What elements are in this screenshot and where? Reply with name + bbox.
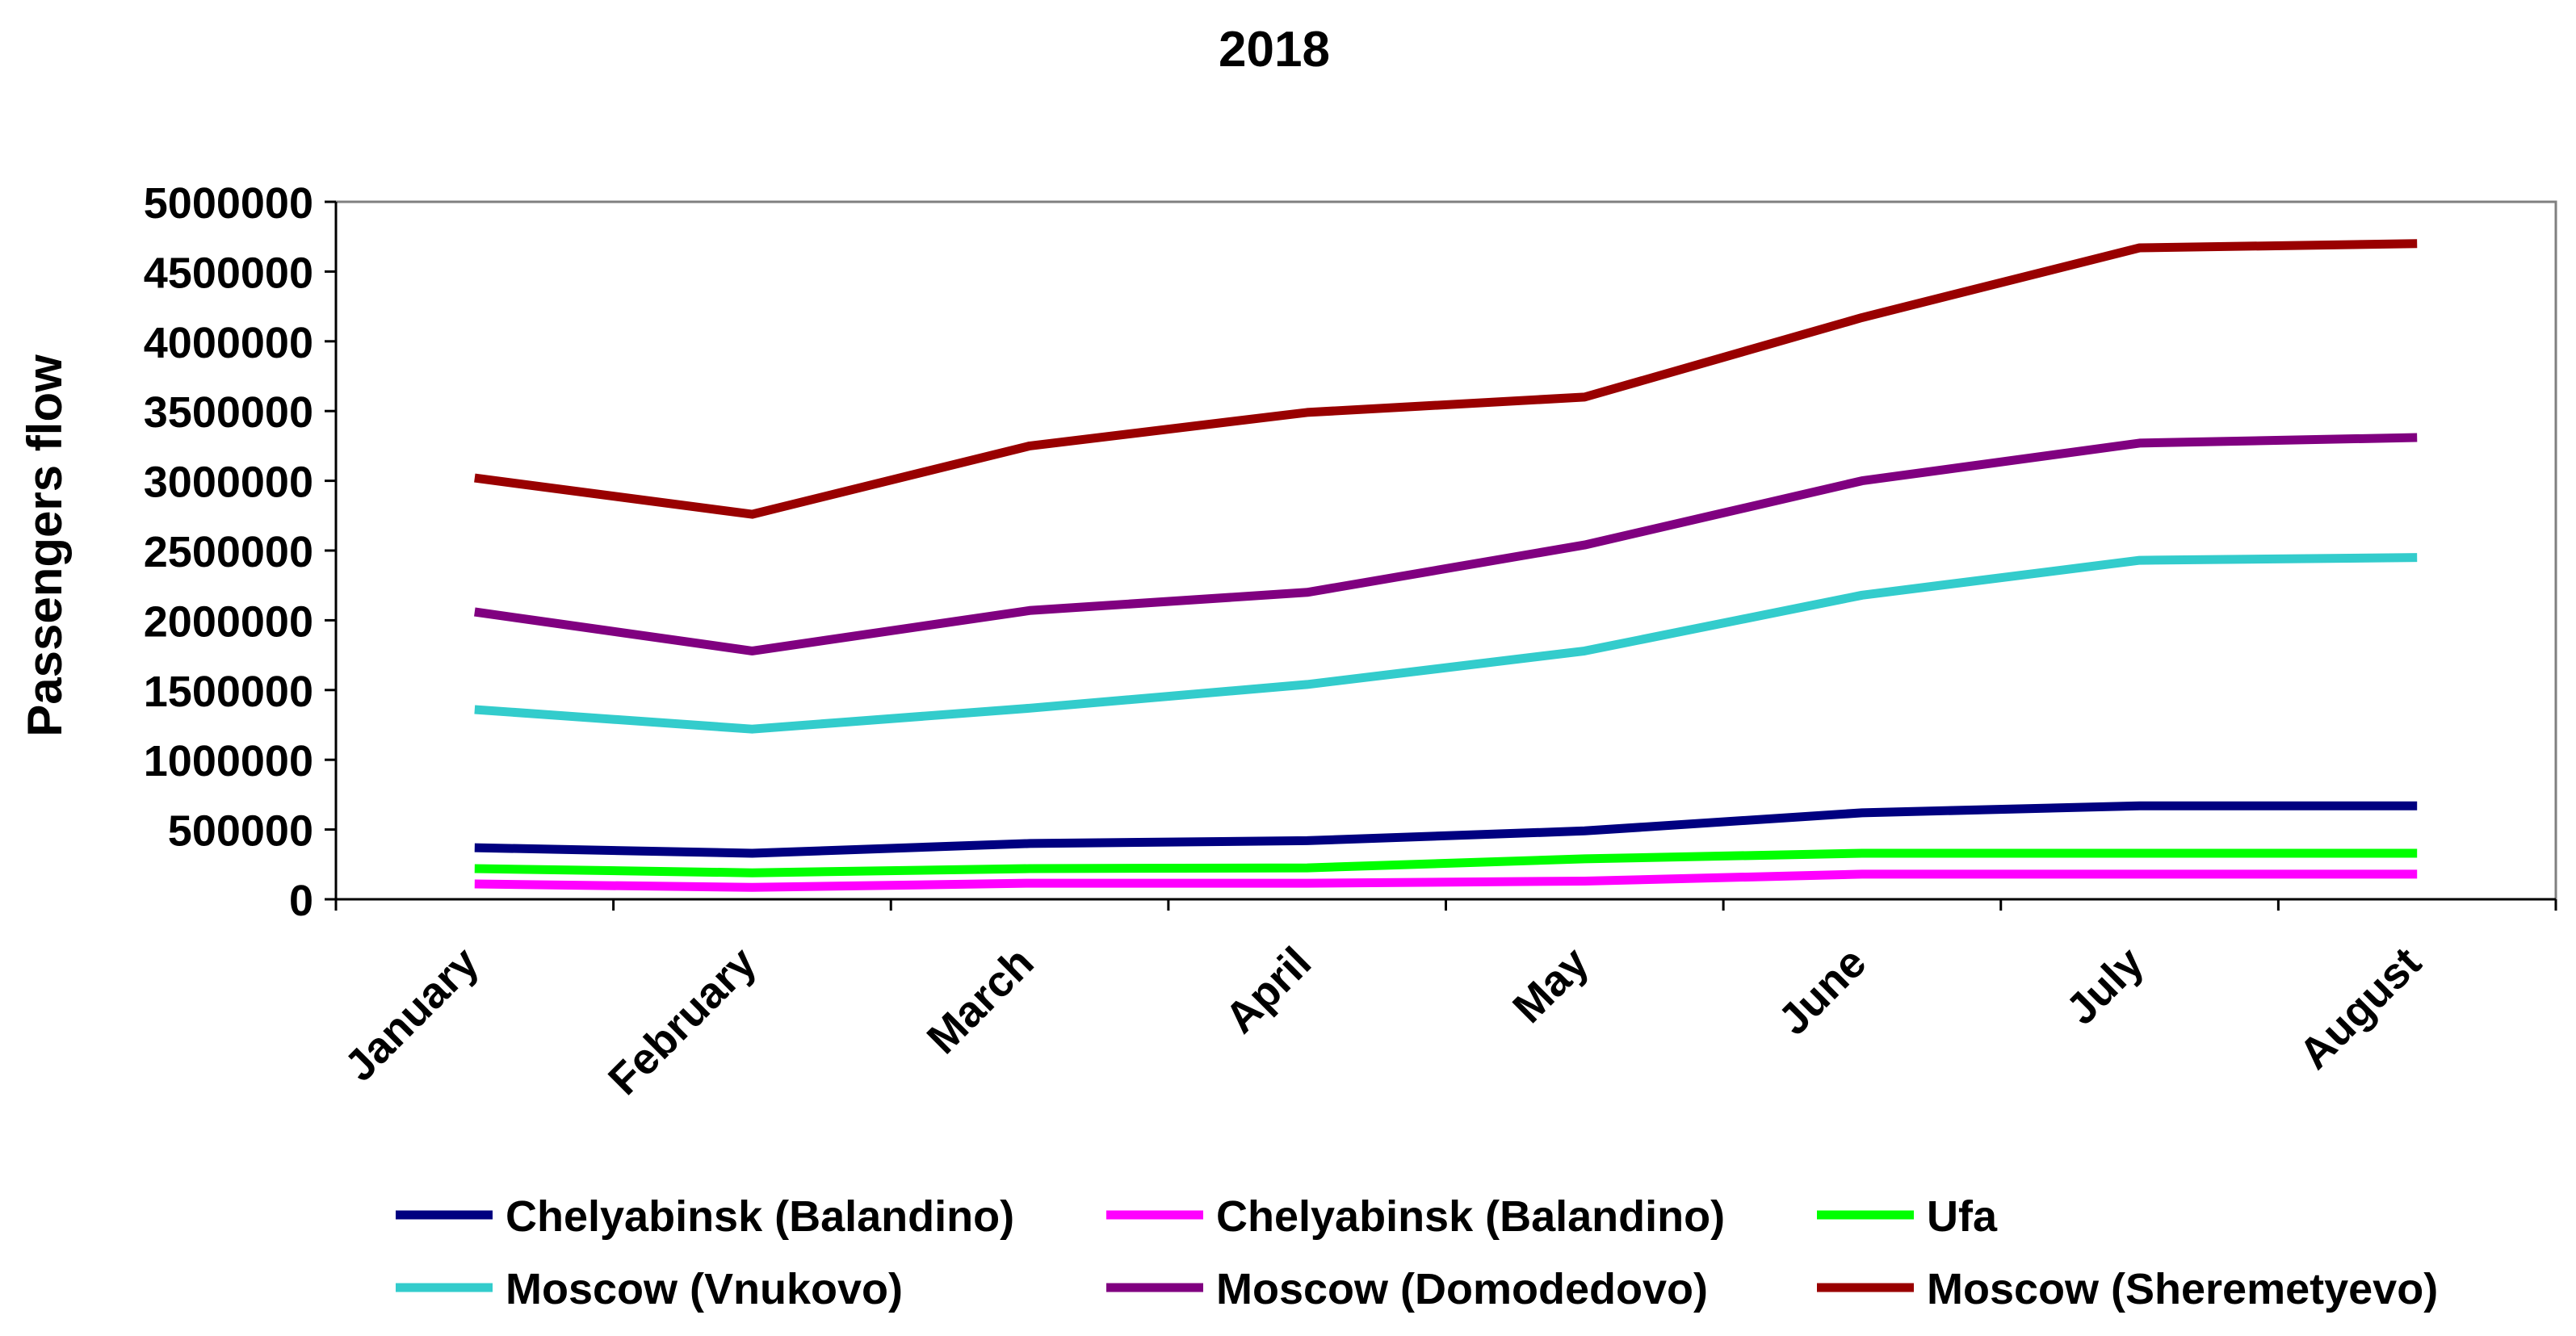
- legend-label: Moscow (Vnukovo): [506, 1265, 903, 1313]
- y-axis: 0 500000 1000000 1500000 2000000 2500000 30000…: [144, 179, 338, 925]
- x-tick-label: March: [918, 938, 1043, 1063]
- y-tick-label: 3500000: [144, 388, 313, 437]
- y-tick-label: 5000000: [144, 179, 313, 228]
- series-line: [474, 553, 2418, 734]
- legend-label: Chelyabinsk (Balandino): [506, 1192, 1014, 1241]
- y-tick-label: 4000000: [144, 319, 313, 367]
- chart-title: 2018: [1219, 22, 1330, 77]
- x-tick-label: August: [2290, 938, 2431, 1078]
- x-tick-label: January: [335, 938, 488, 1091]
- y-tick-label: 2000000: [144, 597, 313, 646]
- y-tick-label: 3000000: [144, 459, 313, 507]
- y-tick-label: 1500000: [144, 668, 313, 716]
- x-tick-label: February: [599, 938, 766, 1104]
- legend: Chelyabinsk (Balandino) Chelyabinsk (Bala…: [396, 1192, 2438, 1313]
- y-axis-label: Passengers flow: [18, 354, 72, 737]
- legend-label: Moscow (Sheremetyevo): [1927, 1265, 2438, 1313]
- x-tick-label: June: [1769, 938, 1876, 1045]
- y-tick-label: 4500000: [144, 249, 313, 297]
- x-tick-label: July: [2057, 938, 2153, 1034]
- series-line: [474, 239, 2418, 519]
- legend-label: Chelyabinsk (Balandino): [1216, 1192, 1725, 1241]
- series-line: [474, 869, 2418, 892]
- series-line: [474, 801, 2418, 858]
- plot-area: [334, 200, 2557, 901]
- y-tick-label: 500000: [168, 807, 313, 856]
- plot-border: [334, 200, 2557, 901]
- series-lines: [474, 239, 2418, 892]
- series-line: [474, 848, 2418, 877]
- x-tick-label: April: [1216, 938, 1320, 1042]
- y-tick-label: 0: [289, 877, 313, 925]
- series-line: [474, 433, 2418, 655]
- y-tick-label: 1000000: [144, 737, 313, 785]
- legend-label: Moscow (Domodedovo): [1216, 1265, 1708, 1313]
- legend-label: Ufa: [1927, 1192, 1998, 1241]
- y-tick-label: 2500000: [144, 528, 313, 576]
- x-tick-label: May: [1504, 938, 1598, 1032]
- x-axis: January February March April May June July Augu…: [334, 898, 2557, 1104]
